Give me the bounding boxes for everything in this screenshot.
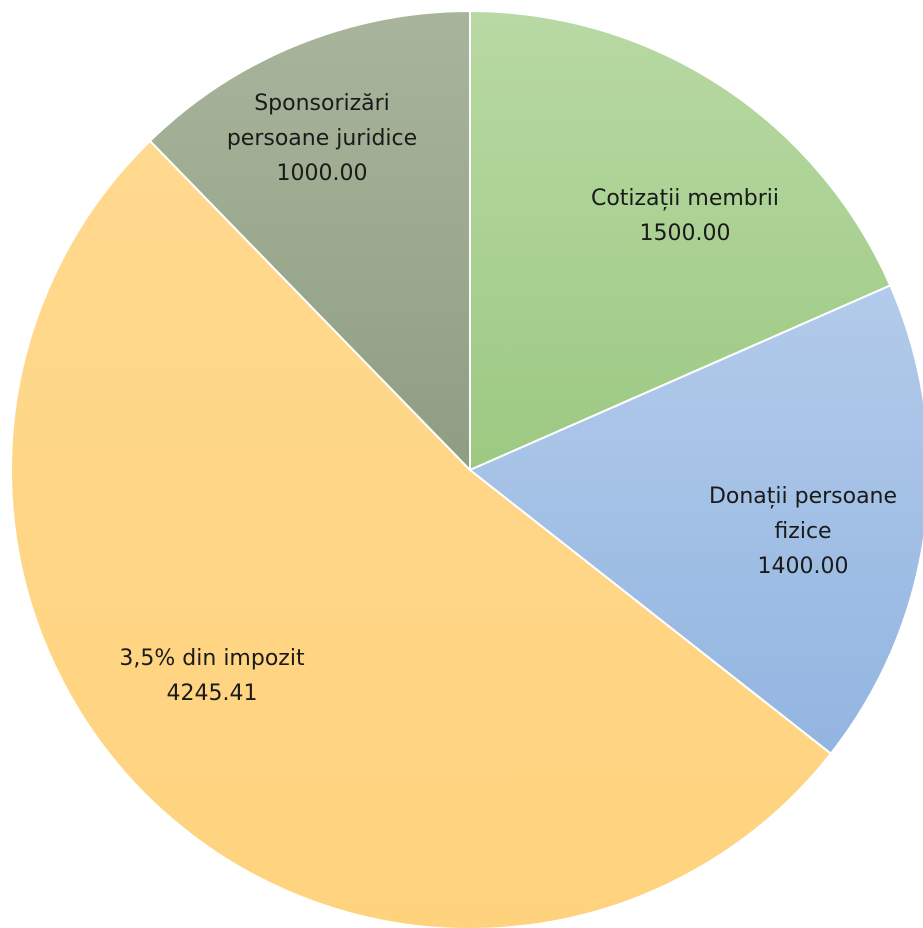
data-label-category: Cotizații membrii — [591, 186, 779, 211]
data-label-category: persoane juridice — [227, 126, 417, 151]
data-label-3: 3,5% din impozit 4245.41 — [119, 646, 305, 706]
data-label-value: 1500.00 — [640, 221, 731, 246]
data-label-value: 4245.41 — [167, 681, 258, 706]
data-label-4: Sponsorizări persoane juridice 1000.00 — [227, 91, 417, 186]
data-label-category: Sponsorizări — [254, 91, 390, 116]
pie-slice-4 — [148, 9, 471, 473]
pie-slices — [10, 9, 923, 928]
data-label-2: Donații persoane fizice 1400.00 — [709, 484, 897, 579]
data-label-value: 1000.00 — [277, 161, 368, 186]
data-label-category: Donații persoane — [709, 484, 897, 509]
data-label-1: Cotizații membrii 1500.00 — [591, 186, 779, 246]
pie-slice-1 — [469, 9, 892, 472]
pie-slice-2 — [468, 284, 923, 756]
data-label-category: fizice — [774, 519, 831, 544]
pie-slice-3 — [10, 139, 833, 928]
data-labels: Cotizații membrii 1500.00 Donații persoane… — [119, 91, 897, 706]
data-label-category: 3,5% din impozit — [119, 646, 305, 671]
data-label-value: 1400.00 — [758, 554, 849, 579]
